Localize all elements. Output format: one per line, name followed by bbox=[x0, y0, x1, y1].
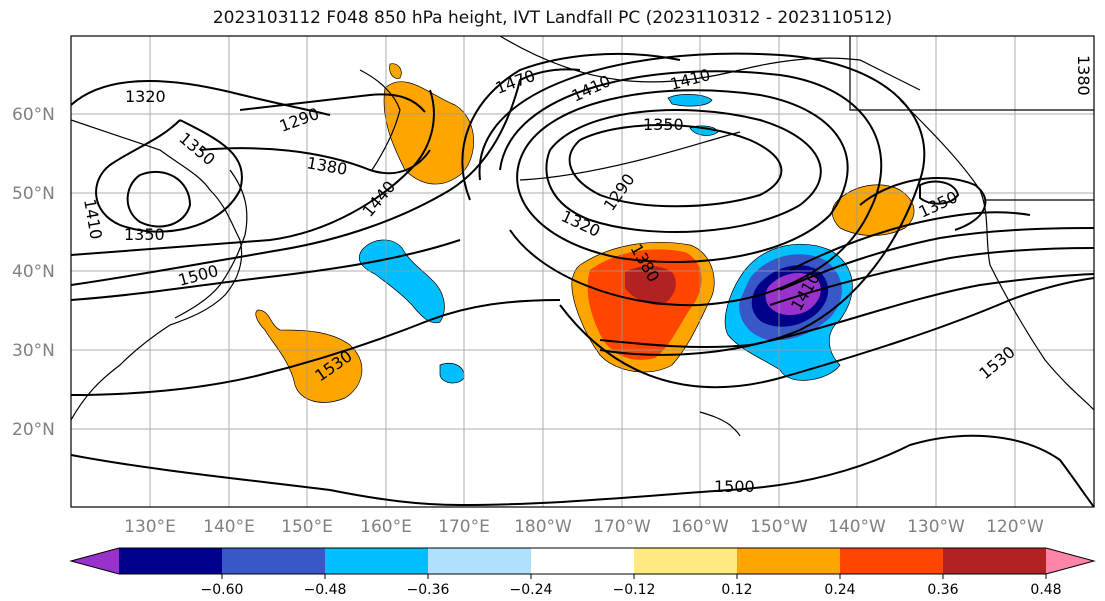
contour-1530-west bbox=[71, 299, 561, 396]
colorbar-segment bbox=[428, 548, 532, 574]
lon-label: 160°E bbox=[360, 517, 412, 537]
colorbar-segment bbox=[840, 548, 944, 574]
contour-1470 bbox=[71, 68, 581, 286]
colorbar-tick-label: 0.24 bbox=[824, 582, 855, 598]
coastlines bbox=[71, 36, 1094, 437]
colorbar-tick-label: −0.60 bbox=[201, 582, 244, 598]
lon-label: 150°W bbox=[750, 517, 808, 537]
contour-1500-east bbox=[599, 273, 1094, 349]
contour-1380-east bbox=[859, 176, 987, 231]
colorbar-extension-low bbox=[71, 548, 119, 574]
contour-label: 1380 bbox=[1074, 55, 1093, 96]
contour-labels: 1320 1350 1290 1380 1440 1470 1410 1410 … bbox=[80, 55, 1093, 496]
lon-label: 120°W bbox=[986, 517, 1044, 537]
colorbar: −0.60 −0.48 −0.36 −0.24 −0.12 0.12 0.24 0.36 0.4… bbox=[69, 547, 1096, 598]
lat-label: 60°N bbox=[12, 105, 55, 125]
lon-label: 140°E bbox=[203, 517, 255, 537]
chart-title: 2023103112 F048 850 hPa height, IVT Land… bbox=[212, 8, 893, 28]
contour-label: 1350 bbox=[643, 115, 684, 134]
contour-low-1290-center bbox=[568, 124, 783, 208]
map-frame bbox=[70, 35, 1095, 508]
colorbar-tick-label: −0.12 bbox=[613, 582, 656, 598]
colorbar-segment bbox=[634, 548, 738, 574]
contour-1290 bbox=[239, 93, 426, 113]
colorbar-segment bbox=[325, 548, 429, 574]
coast-japan bbox=[174, 169, 248, 319]
lon-label: 180°W bbox=[514, 517, 572, 537]
colorbar-outline bbox=[69, 547, 1096, 575]
colorbar-segment bbox=[943, 548, 1047, 574]
map-content: 1320 1350 1290 1380 1440 1470 1410 1410 … bbox=[71, 36, 1094, 507]
ivt-positive-okhotsk-small bbox=[389, 63, 402, 79]
contour-1470-east bbox=[769, 247, 1094, 306]
coast-aleutians bbox=[519, 131, 741, 181]
lon-label: 170°W bbox=[593, 517, 651, 537]
contour-1440-east bbox=[779, 227, 1094, 291]
colorbar-segment bbox=[222, 548, 326, 574]
contour-1380-low-west bbox=[126, 170, 192, 228]
lon-label: 150°E bbox=[281, 517, 333, 537]
contour-1350-low-west bbox=[95, 119, 243, 233]
lat-label: 40°N bbox=[12, 262, 55, 282]
colorbar-tick-label: −0.24 bbox=[510, 582, 553, 598]
colorbar-ticks: −0.60 −0.48 −0.36 −0.24 −0.12 0.12 0.24 0.36 0.4… bbox=[201, 574, 1062, 598]
contour-1320-center bbox=[545, 109, 822, 233]
latitude-labels: 60°N 50°N 40°N 30°N 20°N bbox=[12, 105, 55, 440]
lon-label: 140°W bbox=[828, 517, 886, 537]
colorbar-tick-label: −0.36 bbox=[407, 582, 450, 598]
contour-low-1350-east bbox=[919, 180, 960, 205]
contour-label: 1320 bbox=[125, 87, 166, 106]
ivt-positive-central-0.48 bbox=[625, 266, 676, 306]
ivt-positive-subtropical-west bbox=[255, 309, 363, 403]
lat-label: 50°N bbox=[12, 184, 55, 204]
contour-1500-west bbox=[71, 239, 461, 301]
height-contours bbox=[71, 52, 1094, 507]
coast-bering bbox=[849, 36, 1094, 111]
colorbar-tick-label: 0.48 bbox=[1030, 582, 1061, 598]
colorbar-segment bbox=[737, 548, 841, 574]
contour-1350-center bbox=[516, 89, 849, 263]
lon-label: 130°E bbox=[124, 517, 176, 537]
contour-1530-east bbox=[559, 277, 1094, 389]
contour-label: 1500 bbox=[714, 477, 755, 496]
colorbar-segment bbox=[119, 548, 223, 574]
colorbar-segment bbox=[531, 548, 635, 574]
lon-label: 130°W bbox=[907, 517, 965, 537]
coast-asia bbox=[71, 119, 243, 421]
contour-1320-west bbox=[71, 79, 331, 116]
coast-hawaii bbox=[699, 411, 741, 437]
lat-label: 20°N bbox=[12, 420, 55, 440]
colorbar-extension-high bbox=[1046, 548, 1094, 574]
contour-1440-center bbox=[461, 52, 681, 201]
colorbar-tick-label: 0.12 bbox=[721, 582, 752, 598]
lon-label: 170°E bbox=[438, 517, 490, 537]
lat-label: 30°N bbox=[12, 341, 55, 361]
contour-1410-east bbox=[789, 211, 1031, 271]
contour-1440-west bbox=[71, 89, 435, 256]
contour-label: 1350 bbox=[124, 225, 165, 244]
colorbar-tick-label: −0.48 bbox=[304, 582, 347, 598]
lon-label: 160°W bbox=[671, 517, 729, 537]
colorbar-segments bbox=[69, 547, 1096, 575]
contour-1500-south bbox=[71, 434, 1094, 507]
colorbar-tick-label: 0.36 bbox=[927, 582, 958, 598]
coast-north-america bbox=[899, 99, 1094, 411]
ivt-negative-alaska bbox=[667, 94, 713, 107]
longitude-labels: 130°E 140°E 150°E 160°E 170°E 180°W 170°… bbox=[124, 517, 1044, 537]
coast-kamchatka bbox=[359, 69, 401, 171]
